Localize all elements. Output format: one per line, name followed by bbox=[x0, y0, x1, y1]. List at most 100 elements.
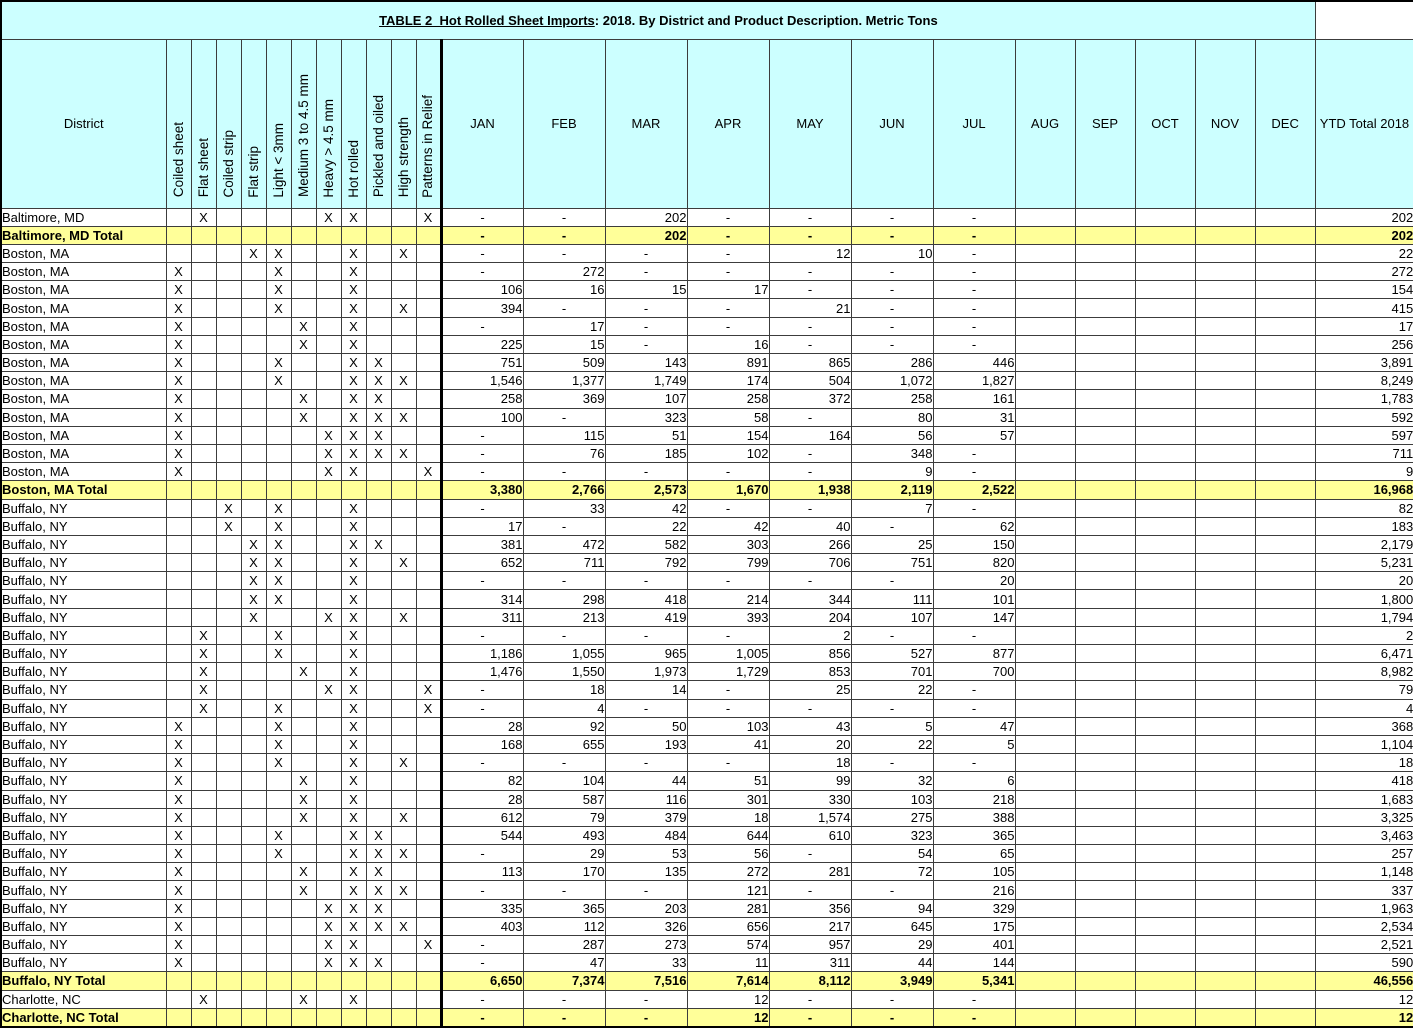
product-flag-cell bbox=[290, 480, 317, 500]
month-value-cell: 104 bbox=[522, 771, 606, 791]
column-header-month-oct: OCT bbox=[1134, 38, 1196, 209]
month-value-cell bbox=[1254, 534, 1316, 555]
month-value-cell bbox=[1014, 1007, 1076, 1028]
table-row: Boston, MA X X X X X 1,546 1,377 1,749 174 504 1,07… bbox=[0, 371, 1413, 391]
month-value-cell: 701 bbox=[850, 662, 934, 682]
month-value-cell bbox=[1134, 607, 1196, 627]
product-flag-cell bbox=[215, 643, 242, 664]
product-flag-cell bbox=[390, 225, 417, 245]
product-flag-cell bbox=[415, 316, 442, 336]
product-flag-cell bbox=[265, 334, 292, 355]
product-flag-cell bbox=[415, 298, 442, 318]
product-flag-cell bbox=[365, 698, 392, 718]
product-flag-cell bbox=[165, 207, 192, 227]
month-value-cell: - bbox=[604, 880, 688, 900]
month-value-cell: - bbox=[768, 225, 852, 245]
month-value-cell: - bbox=[439, 880, 524, 900]
column-header-month-feb: FEB bbox=[522, 38, 606, 209]
month-value-cell bbox=[1254, 880, 1316, 900]
month-value-cell: - bbox=[850, 625, 934, 646]
product-flag-cell: X bbox=[340, 371, 367, 391]
product-flag-cell: X bbox=[340, 825, 367, 846]
month-value-cell bbox=[1014, 771, 1076, 791]
district-cell: Buffalo, NY bbox=[0, 844, 167, 864]
month-value-cell: 272 bbox=[522, 262, 606, 282]
month-value-cell: 94 bbox=[850, 898, 934, 918]
month-value-cell: 6,650 bbox=[439, 971, 524, 991]
month-value-cell: 217 bbox=[768, 916, 852, 937]
product-flag-cell bbox=[190, 352, 217, 373]
month-value-cell: - bbox=[522, 625, 606, 646]
month-value-cell: 174 bbox=[686, 371, 770, 391]
month-value-cell: - bbox=[850, 1007, 934, 1028]
product-flag-cell bbox=[390, 898, 417, 918]
month-value-cell bbox=[1194, 643, 1256, 664]
column-header-row: District Coiled sheet Flat sheet Coiled st… bbox=[0, 38, 1413, 209]
total-row: Baltimore, MD Total - -202- - - -202 bbox=[0, 225, 1413, 245]
month-value-cell bbox=[1074, 1007, 1136, 1028]
month-value-cell bbox=[1014, 280, 1076, 300]
month-value-cell bbox=[1254, 753, 1316, 773]
product-flag-cell bbox=[190, 225, 217, 245]
product-flag-cell: X bbox=[390, 243, 417, 264]
month-value-cell: 161 bbox=[932, 389, 1016, 409]
month-value-cell: 356 bbox=[768, 898, 852, 918]
month-value-cell: - bbox=[686, 316, 770, 336]
district-cell: Boston, MA bbox=[0, 316, 167, 336]
product-flag-cell bbox=[165, 607, 192, 627]
district-cell: Boston, MA bbox=[0, 280, 167, 300]
product-flag-cell bbox=[365, 334, 392, 355]
product-flag-cell: X bbox=[365, 407, 392, 427]
product-flag-cell bbox=[265, 771, 292, 791]
product-flag-cell: X bbox=[340, 844, 367, 864]
product-flag-cell: X bbox=[240, 243, 267, 264]
month-value-cell: 53 bbox=[604, 844, 688, 864]
product-flag-cell bbox=[240, 1007, 267, 1028]
column-header-product-heavy-4-5-mm: Heavy > 4.5 mm bbox=[315, 38, 342, 209]
product-flag-cell: X bbox=[340, 880, 367, 900]
product-flag-cell: X bbox=[265, 753, 292, 773]
month-value-cell: - bbox=[439, 844, 524, 864]
month-value-cell bbox=[1014, 680, 1076, 700]
ytd-value-cell: 592 bbox=[1314, 407, 1413, 427]
month-value-cell: 99 bbox=[768, 771, 852, 791]
month-value-cell bbox=[1074, 425, 1136, 445]
product-flag-cell: X bbox=[165, 443, 192, 464]
month-value-cell bbox=[1194, 989, 1256, 1009]
product-flag-cell bbox=[265, 407, 292, 427]
table-row: Boston, MA X X X X 394- - -21- -415 bbox=[0, 298, 1413, 318]
month-value-cell: 493 bbox=[522, 825, 606, 846]
month-value-cell bbox=[1134, 643, 1196, 664]
product-flag-cell bbox=[415, 407, 442, 427]
month-value-cell bbox=[1074, 516, 1136, 536]
product-flag-cell: X bbox=[165, 407, 192, 427]
product-flag-cell bbox=[340, 225, 367, 245]
month-value-cell: 143 bbox=[604, 352, 688, 373]
table-row: Boston, MA X X X X 751 509 143 891 865 286 446 3,891 bbox=[0, 352, 1413, 373]
product-flag-cell bbox=[215, 589, 242, 609]
month-value-cell bbox=[1254, 589, 1316, 609]
district-cell: Buffalo, NY bbox=[0, 716, 167, 736]
month-value-cell: 751 bbox=[850, 553, 934, 573]
month-value-cell bbox=[1014, 698, 1076, 718]
product-flag-cell bbox=[290, 607, 317, 627]
product-flag-cell bbox=[165, 643, 192, 664]
product-flag-cell bbox=[240, 225, 267, 245]
product-flag-cell bbox=[290, 462, 317, 482]
product-flag-cell bbox=[265, 898, 292, 918]
product-flag-cell: X bbox=[265, 716, 292, 736]
month-value-cell bbox=[1014, 989, 1076, 1009]
month-value-cell: 43 bbox=[768, 716, 852, 736]
month-value-cell: 7,516 bbox=[604, 971, 688, 991]
product-flag-cell bbox=[290, 534, 317, 555]
month-value-cell bbox=[1134, 971, 1196, 991]
month-value-cell: - bbox=[768, 989, 852, 1009]
product-flag-cell: X bbox=[165, 462, 192, 482]
month-value-cell: 41 bbox=[686, 734, 770, 755]
month-value-cell bbox=[1134, 825, 1196, 846]
month-value-cell: 286 bbox=[850, 352, 934, 373]
month-value-cell bbox=[1194, 753, 1256, 773]
product-flag-cell: X bbox=[340, 425, 367, 445]
month-value-cell bbox=[1014, 298, 1076, 318]
month-value-cell: 44 bbox=[604, 771, 688, 791]
